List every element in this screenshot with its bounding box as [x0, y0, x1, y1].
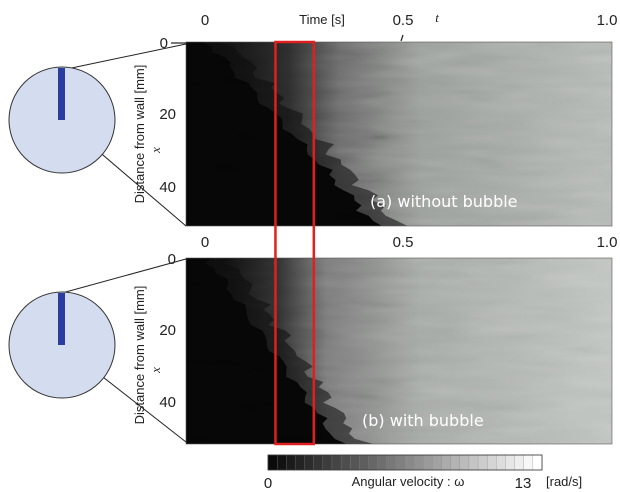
x-tick-0-top: 0 [201, 12, 209, 29]
y-axis-variable-b: x [148, 367, 163, 374]
x-axis-variable: t [435, 10, 439, 25]
panel-a-texture [186, 42, 612, 226]
colorbar-cell [276, 454, 287, 471]
colorbar-cell [450, 454, 461, 471]
colorbar-cell [459, 454, 470, 471]
schematic-a-upper-line [61, 43, 187, 71]
colorbar-cell [514, 454, 525, 471]
schematic-b-measurement-bar [58, 293, 65, 345]
colorbar-cell [432, 454, 442, 471]
x-tick-0.5-top: 0.5 [393, 12, 414, 29]
colorbar-unit: [rad/s] [546, 474, 582, 489]
y-axis-variable-a: x [148, 147, 163, 154]
colorbar-cell [322, 454, 333, 471]
colorbar-cell [395, 454, 406, 471]
heatmap-panel-b: (b) with bubble [185, 257, 613, 445]
highlight-box [274, 40, 316, 446]
colorbar-cell [487, 454, 497, 471]
schematic-a-measurement-bar [58, 68, 65, 120]
y-tick-40-a: 40 [159, 179, 176, 196]
colorbar-min-label: 0 [264, 475, 272, 492]
x-tick-1.0-top: 1.0 [597, 12, 618, 29]
y-tick-20-a: 20 [159, 106, 176, 123]
colorbar-cell [423, 454, 433, 471]
colorbar-cell [286, 454, 296, 471]
colorbar-cells [267, 454, 543, 471]
colorbar-cell [267, 454, 278, 471]
colorbar-cell [523, 454, 534, 471]
colorbar: 0 Angular velocity : ω 13 [rad/s] [264, 454, 582, 492]
colorbar-cell [350, 454, 360, 471]
colorbar-label: Angular velocity : ω [352, 474, 465, 489]
colorbar-cell [477, 454, 488, 471]
colorbar-cell [304, 454, 315, 471]
heatmap-panel-a: (a) without bubble [185, 41, 613, 227]
colorbar-cell [359, 454, 369, 471]
colorbar-cell [377, 454, 388, 471]
y-axis-label-b: Distance from wall [mm] [132, 286, 147, 425]
colorbar-cell [340, 454, 351, 471]
y-tick-0-b: 0 [168, 251, 176, 268]
y-tick-40-b: 40 [159, 394, 176, 411]
colorbar-max-label: 13 [515, 475, 532, 492]
x-tick-0.5-mid: 0.5 [393, 234, 414, 251]
colorbar-cell [468, 454, 479, 471]
panel-b-label: (b) with bubble [362, 411, 484, 430]
x-tick-mark-top [400, 34, 404, 42]
schematic-b-upper-line [61, 258, 187, 294]
y-axis-label-a: Distance from wall [mm] [132, 65, 147, 204]
vessel-schematic-a [8, 43, 187, 227]
x-tick-1.0-mid: 1.0 [597, 234, 618, 251]
panel-b-texture [186, 258, 612, 444]
colorbar-cell [386, 454, 397, 471]
y-tick-0-a: 0 [160, 35, 168, 52]
vessel-schematic-b [8, 258, 187, 443]
colorbar-cell [331, 454, 342, 471]
y-axis-a: 0 20 40 Distance from wall [mm] x [132, 35, 186, 203]
colorbar-cell [413, 454, 424, 471]
colorbar-cell [313, 454, 324, 471]
x-axis-label: Time [s] [299, 12, 345, 27]
colorbar-cell [295, 454, 305, 471]
panel-b-frame [185, 257, 613, 445]
colorbar-cell [404, 454, 415, 471]
colorbar-cell [532, 454, 543, 471]
y-tick-20-b: 20 [159, 322, 176, 339]
colorbar-cell [496, 454, 506, 471]
colorbar-frame [267, 454, 543, 471]
colorbar-cell [368, 454, 379, 471]
colorbar-cell [441, 454, 452, 471]
panel-a-label: (a) without bubble [370, 192, 518, 211]
y-axis-b: 0 20 40 Distance from wall [mm] x [132, 251, 176, 424]
x-tick-0-mid: 0 [201, 234, 209, 251]
colorbar-cell [505, 454, 516, 471]
panel-a-frame [185, 41, 613, 227]
